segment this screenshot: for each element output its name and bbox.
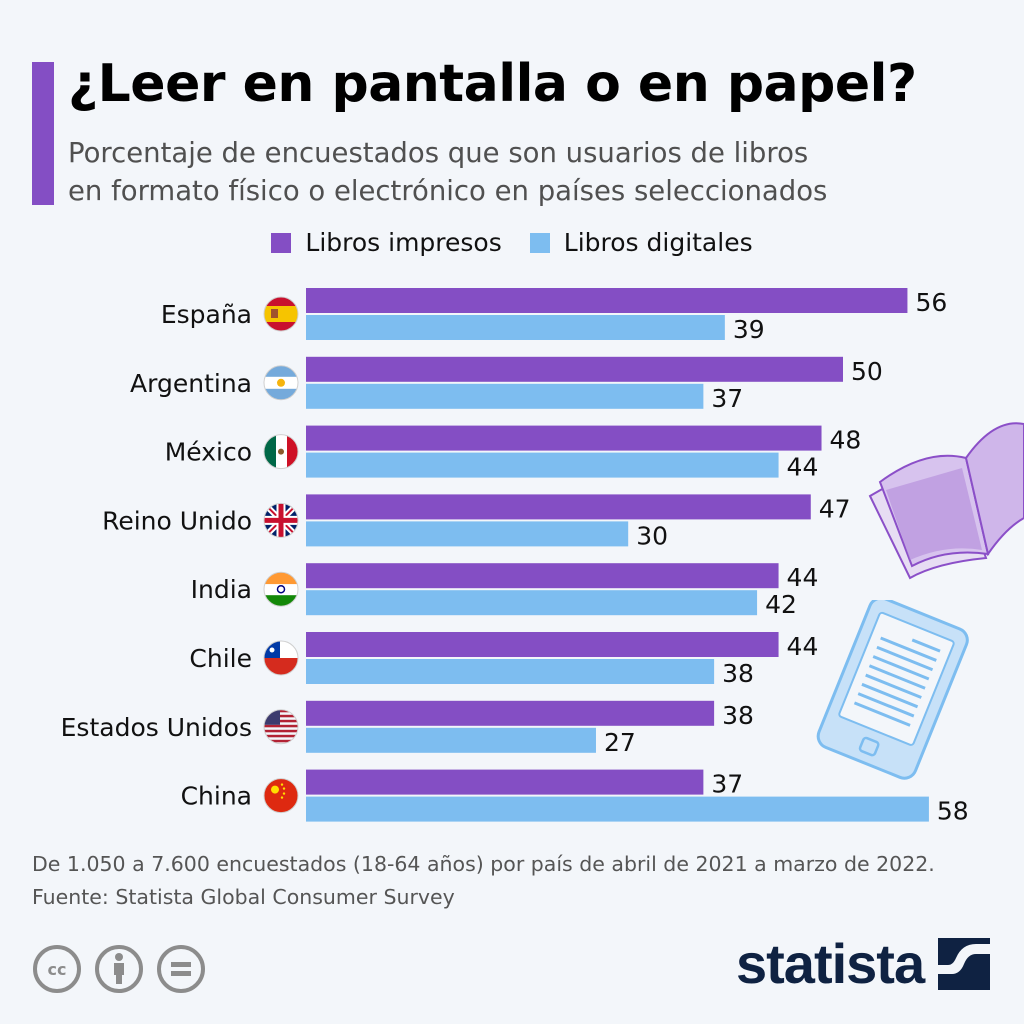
chart-subtitle: Porcentaje de encuestados que son usuari… bbox=[68, 134, 827, 210]
statista-logo-icon bbox=[938, 938, 991, 990]
bar-printed bbox=[306, 494, 811, 520]
bar-digital bbox=[306, 590, 758, 616]
value-label-digital: 27 bbox=[604, 728, 636, 757]
value-label-printed: 37 bbox=[711, 770, 743, 799]
category-label: China bbox=[181, 782, 252, 811]
chart-title: ¿Leer en pantalla o en papel? bbox=[68, 54, 917, 114]
bar-printed bbox=[306, 700, 715, 726]
legend-swatch-printed bbox=[271, 232, 292, 253]
flag-argentina-icon bbox=[263, 365, 299, 401]
bar-printed bbox=[306, 769, 704, 795]
bar-digital bbox=[306, 727, 596, 753]
flag-usa-icon bbox=[263, 709, 299, 745]
survey-note: De 1.050 a 7.600 encuestados (18-64 años… bbox=[32, 852, 935, 876]
bar-digital bbox=[306, 452, 779, 478]
category-label: México bbox=[165, 438, 252, 467]
value-label-printed: 38 bbox=[722, 701, 754, 730]
bar-printed bbox=[306, 425, 822, 451]
legend-swatch-digital bbox=[529, 232, 550, 253]
value-label-printed: 56 bbox=[915, 288, 947, 317]
value-label-printed: 44 bbox=[787, 563, 819, 592]
category-label: India bbox=[191, 575, 252, 604]
flag-spain-icon bbox=[263, 296, 299, 332]
category-label: España bbox=[161, 300, 252, 329]
bar-printed bbox=[306, 563, 779, 589]
subtitle-line-2: en formato físico o electrónico en paíse… bbox=[68, 175, 828, 207]
no-derivatives-icon[interactable] bbox=[156, 944, 206, 994]
bar-printed bbox=[306, 356, 843, 382]
svg-text:cc: cc bbox=[48, 960, 67, 979]
legend-item-digital: Libros digitales bbox=[529, 228, 753, 257]
license-icons: cc bbox=[32, 944, 206, 994]
bar-printed bbox=[306, 288, 908, 313]
legend-label-digital: Libros digitales bbox=[563, 228, 753, 257]
bar-digital bbox=[306, 383, 704, 409]
subtitle-line-1: Porcentaje de encuestados que son usuari… bbox=[68, 137, 809, 169]
legend: Libros impresos Libros digitales bbox=[0, 228, 1024, 257]
legend-item-printed: Libros impresos bbox=[271, 228, 502, 257]
category-label: Estados Unidos bbox=[61, 713, 252, 742]
statista-brand[interactable]: statista bbox=[736, 932, 991, 995]
flag-china-icon bbox=[263, 778, 299, 814]
flag-chile-icon bbox=[263, 640, 299, 676]
footnote: De 1.050 a 7.600 encuestados (18-64 años… bbox=[32, 848, 935, 914]
value-label-digital: 58 bbox=[937, 797, 969, 826]
cc-icon[interactable]: cc bbox=[32, 944, 82, 994]
bar-printed bbox=[306, 632, 779, 657]
category-label: Reino Unido bbox=[102, 506, 252, 535]
value-label-printed: 44 bbox=[787, 632, 819, 661]
title-accent-bar bbox=[32, 62, 54, 205]
source-text: Fuente: Statista Global Consumer Survey bbox=[32, 885, 455, 909]
statista-wordmark: statista bbox=[736, 932, 925, 995]
flag-india-icon bbox=[263, 571, 299, 607]
value-label-printed: 50 bbox=[851, 357, 883, 386]
open-book-icon bbox=[868, 422, 1024, 580]
category-label: Chile bbox=[189, 644, 252, 673]
category-label: Argentina bbox=[130, 369, 252, 398]
value-label-digital: 42 bbox=[765, 590, 797, 619]
value-label-digital: 39 bbox=[733, 315, 765, 344]
legend-label-printed: Libros impresos bbox=[305, 228, 502, 257]
value-label-digital: 38 bbox=[722, 659, 754, 688]
flag-uk-icon bbox=[263, 502, 299, 538]
value-label-digital: 37 bbox=[711, 384, 743, 413]
attribution-icon[interactable] bbox=[94, 944, 144, 994]
bar-digital bbox=[306, 659, 715, 684]
bar-chart: España 56 39 Argentina 50 37 México 48 44 Reino U… bbox=[61, 288, 969, 826]
value-label-printed: 47 bbox=[819, 494, 851, 523]
value-label-digital: 44 bbox=[787, 453, 819, 482]
value-label-digital: 30 bbox=[636, 521, 668, 550]
bar-digital bbox=[306, 521, 629, 547]
bar-digital bbox=[306, 315, 725, 340]
flag-mexico-icon bbox=[263, 434, 299, 470]
value-label-printed: 48 bbox=[830, 426, 862, 455]
ereader-icon bbox=[816, 600, 969, 780]
bar-digital bbox=[306, 796, 929, 822]
